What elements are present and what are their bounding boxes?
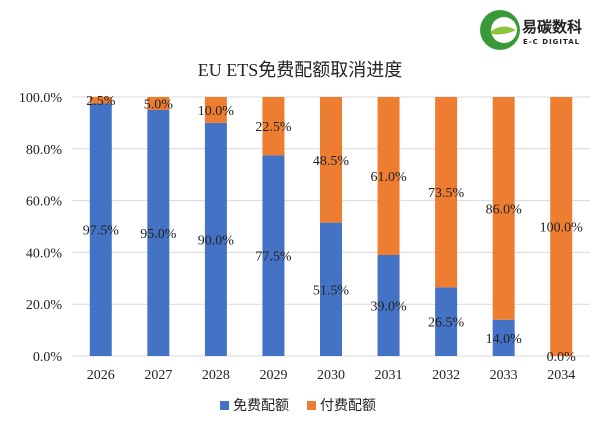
- logo-name-cn: 易碳数科: [522, 18, 582, 36]
- x-tick-label: 2029: [259, 368, 287, 383]
- data-label: 73.5%: [428, 186, 465, 201]
- y-tick-label: 0.0%: [33, 350, 63, 365]
- bar-free-2032: [435, 287, 458, 356]
- x-tick-label: 2027: [144, 368, 172, 383]
- data-label: 0.0%: [547, 350, 577, 365]
- x-tick-label: 2031: [375, 368, 403, 383]
- logo-name-en: E-C DIGITAL: [523, 38, 580, 46]
- x-tick-label: 2026: [87, 368, 115, 383]
- data-label: 97.5%: [83, 224, 120, 239]
- chart-title: EU ETS免费配额取消进度: [198, 60, 403, 80]
- legend-label: 付费配额: [320, 398, 376, 414]
- legend-swatch: [307, 401, 316, 410]
- data-label: 61.0%: [370, 170, 407, 185]
- bar-paid-2032: [435, 97, 458, 288]
- bar-paid-2031: [377, 97, 400, 255]
- data-label: 39.0%: [370, 299, 407, 314]
- bar-free-2028: [204, 122, 227, 357]
- legend-label: 免费配额: [233, 398, 289, 414]
- x-tick-label: 2028: [202, 368, 230, 383]
- data-label: 77.5%: [255, 250, 292, 265]
- x-tick-label: 2033: [490, 368, 518, 383]
- bar-paid-2027: [147, 97, 170, 110]
- bar-free-2027: [147, 109, 170, 356]
- legend-swatch: [220, 401, 229, 410]
- bar-paid-2034: [550, 97, 573, 356]
- y-tick-label: 20.0%: [26, 298, 63, 313]
- data-label: 90.0%: [198, 233, 235, 248]
- bar-paid-2026: [89, 97, 112, 104]
- y-tick-label: 80.0%: [26, 143, 63, 158]
- bar-paid-2030: [320, 97, 342, 223]
- data-label: 10.0%: [198, 104, 235, 119]
- x-tick-label: 2034: [547, 368, 575, 383]
- bar-paid-2029: [262, 97, 285, 156]
- data-label: 5.0%: [144, 97, 174, 112]
- data-label: 95.0%: [140, 227, 177, 242]
- bar-free-2029: [262, 155, 285, 356]
- data-label: 26.5%: [428, 316, 465, 331]
- bar-free-2031: [377, 254, 400, 356]
- y-tick-label: 40.0%: [26, 246, 63, 261]
- y-tick-label: 60.0%: [26, 195, 63, 210]
- data-label: 51.5%: [313, 283, 350, 298]
- bar-free-2030: [320, 222, 342, 356]
- x-tick-label: 2030: [317, 368, 345, 383]
- bar-free-2026: [89, 103, 112, 356]
- data-label: 86.0%: [486, 202, 523, 217]
- x-tick-label: 2032: [432, 368, 460, 383]
- data-label: 2.5%: [86, 94, 116, 109]
- data-label: 14.0%: [486, 332, 523, 347]
- bar-free-2033: [492, 319, 515, 356]
- bar-paid-2033: [492, 97, 515, 320]
- bar-paid-2028: [204, 97, 227, 123]
- y-tick-label: 100.0%: [19, 91, 63, 106]
- data-label: 100.0%: [540, 221, 584, 236]
- logo: 易碳数科 E-C DIGITAL: [480, 10, 582, 50]
- data-label: 22.5%: [255, 120, 292, 135]
- data-label: 48.5%: [313, 154, 350, 169]
